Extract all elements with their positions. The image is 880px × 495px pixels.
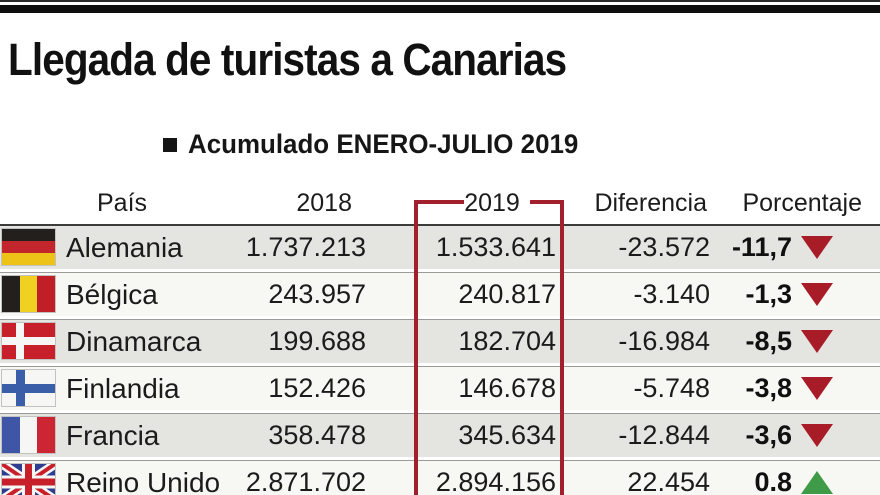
country-name: Alemania: [66, 232, 183, 263]
trend-icon: [801, 471, 833, 495]
value-2018: 152.426: [268, 373, 366, 403]
highlight-2019-bracket-right: [530, 200, 564, 204]
subtitle-text: Acumulado ENERO-JULIO 2019: [188, 129, 579, 159]
table-body: Alemania 1.737.213 1.533.641 -23.572 -11…: [0, 224, 880, 495]
value-porcentaje: -3,6: [745, 420, 792, 450]
value-porcentaje: -11,7: [731, 232, 792, 262]
value-2019: 240.817: [458, 279, 556, 309]
denmark-flag: [2, 323, 55, 359]
page-title: Llegada de turistas a Canarias: [8, 34, 567, 85]
germany-flag: [2, 229, 55, 265]
header-2019: 2019: [464, 189, 520, 217]
value-2019: 345.634: [458, 420, 556, 450]
france-flag: [2, 417, 55, 453]
country-name: Finlandia: [66, 373, 180, 404]
value-diferencia: 22.454: [627, 467, 710, 495]
trend-icon: [801, 283, 833, 307]
table-row: Francia 358.478 345.634 -12.844 -3,6: [0, 413, 880, 457]
value-2019: 2.894.156: [435, 467, 556, 495]
country-name: Bélgica: [66, 279, 158, 310]
value-porcentaje: -8,5: [745, 326, 792, 356]
header-diferencia: Diferencia: [594, 189, 707, 217]
top-rule-thin: [0, 0, 880, 2]
value-2018: 243.957: [268, 279, 366, 309]
trend-icon: [801, 330, 833, 354]
value-diferencia: -12.844: [618, 420, 710, 450]
trend-icon: [801, 424, 833, 448]
table-row: Alemania 1.737.213 1.533.641 -23.572 -11…: [0, 226, 880, 269]
highlight-2019-right-line: [560, 200, 564, 495]
value-2019: 1.533.641: [435, 232, 556, 262]
value-2018: 2.871.702: [245, 467, 366, 495]
value-porcentaje: -3,8: [745, 373, 792, 403]
country-name: Dinamarca: [66, 326, 202, 357]
table-row: Reino Unido 2.871.702 2.894.156 22.454 0…: [0, 460, 880, 495]
table-row: Dinamarca 199.688 182.704 -16.984 -8,5: [0, 319, 880, 363]
value-2019: 146.678: [458, 373, 556, 403]
country-name: Francia: [66, 420, 160, 451]
table-row: Finlandia 152.426 146.678 -5.748 -3,8: [0, 366, 880, 410]
top-rule-thick: [0, 5, 880, 13]
value-2018: 358.478: [268, 420, 366, 450]
table-header: País 2018 2019 Diferencia Porcentaje: [0, 186, 880, 220]
value-diferencia: -16.984: [618, 326, 710, 356]
value-2019: 182.704: [458, 326, 556, 356]
trend-icon: [801, 377, 833, 401]
highlight-2019-left-line: [414, 200, 418, 495]
table-row: Bélgica 243.957 240.817 -3.140 -1,3: [0, 272, 880, 316]
uk-flag: [2, 464, 55, 495]
subtitle: Acumulado ENERO-JULIO 2019: [163, 129, 595, 160]
value-diferencia: -5.748: [633, 373, 710, 403]
finland-flag: [2, 370, 55, 406]
trend-icon: [801, 236, 833, 260]
value-2018: 1.737.213: [245, 232, 366, 262]
highlight-2019-bracket-left: [414, 200, 464, 204]
value-2018: 199.688: [268, 326, 366, 356]
header-porcentaje: Porcentaje: [742, 189, 862, 217]
header-2018: 2018: [296, 189, 352, 217]
value-diferencia: -23.572: [618, 232, 710, 262]
country-name: Reino Unido: [66, 467, 221, 495]
value-diferencia: -3.140: [633, 279, 710, 309]
belgium-flag: [2, 276, 55, 312]
square-bullet-icon: [163, 137, 177, 152]
header-country: País: [97, 189, 148, 217]
value-porcentaje: -1,3: [745, 279, 792, 309]
value-porcentaje: 0.8: [754, 467, 792, 495]
